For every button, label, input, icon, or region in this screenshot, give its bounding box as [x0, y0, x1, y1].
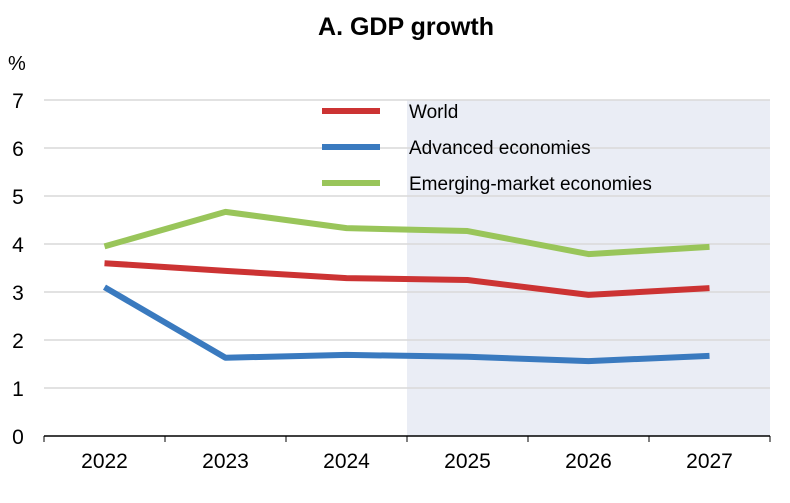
- x-tick-label: 2023: [202, 450, 249, 473]
- chart-title: A. GDP growth: [318, 13, 494, 41]
- legend-label: Emerging-market economies: [409, 174, 652, 195]
- x-tick-label: 2025: [444, 450, 491, 473]
- x-tick-label: 2027: [686, 450, 733, 473]
- legend-label: World: [409, 102, 458, 123]
- y-tick-label: 2: [12, 330, 24, 353]
- y-tick-label: 1: [12, 378, 24, 401]
- x-tick-label: 2022: [81, 450, 128, 473]
- y-tick-label: 5: [12, 186, 24, 209]
- x-tick-label: 2026: [565, 450, 612, 473]
- y-tick-label: 4: [12, 234, 24, 257]
- x-tick-label: 2024: [323, 450, 370, 473]
- legend-label: Advanced economies: [409, 138, 591, 159]
- y-tick-label: 7: [12, 90, 24, 113]
- y-tick-label: 0: [12, 426, 24, 449]
- y-axis-unit: %: [8, 53, 26, 75]
- y-tick-label: 6: [12, 138, 24, 161]
- y-tick-label: 3: [12, 282, 24, 305]
